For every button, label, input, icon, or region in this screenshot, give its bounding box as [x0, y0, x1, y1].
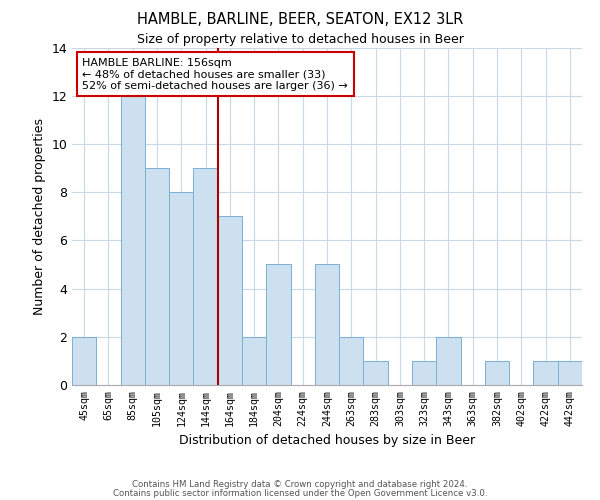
Bar: [339, 337, 364, 385]
Text: HAMBLE, BARLINE, BEER, SEATON, EX12 3LR: HAMBLE, BARLINE, BEER, SEATON, EX12 3LR: [137, 12, 463, 28]
Bar: [121, 96, 145, 385]
Bar: [193, 168, 218, 385]
Bar: [364, 361, 388, 385]
Bar: [315, 264, 339, 385]
Text: HAMBLE BARLINE: 156sqm
← 48% of detached houses are smaller (33)
52% of semi-det: HAMBLE BARLINE: 156sqm ← 48% of detached…: [82, 58, 348, 91]
Bar: [169, 192, 193, 385]
Bar: [266, 264, 290, 385]
Bar: [72, 337, 96, 385]
Bar: [242, 337, 266, 385]
Bar: [218, 216, 242, 385]
Bar: [412, 361, 436, 385]
Bar: [436, 337, 461, 385]
Bar: [145, 168, 169, 385]
Bar: [533, 361, 558, 385]
Text: Size of property relative to detached houses in Beer: Size of property relative to detached ho…: [137, 32, 463, 46]
Text: Contains HM Land Registry data © Crown copyright and database right 2024.: Contains HM Land Registry data © Crown c…: [132, 480, 468, 489]
Text: Contains public sector information licensed under the Open Government Licence v3: Contains public sector information licen…: [113, 488, 487, 498]
Y-axis label: Number of detached properties: Number of detached properties: [33, 118, 46, 315]
Bar: [485, 361, 509, 385]
Bar: [558, 361, 582, 385]
X-axis label: Distribution of detached houses by size in Beer: Distribution of detached houses by size …: [179, 434, 475, 447]
